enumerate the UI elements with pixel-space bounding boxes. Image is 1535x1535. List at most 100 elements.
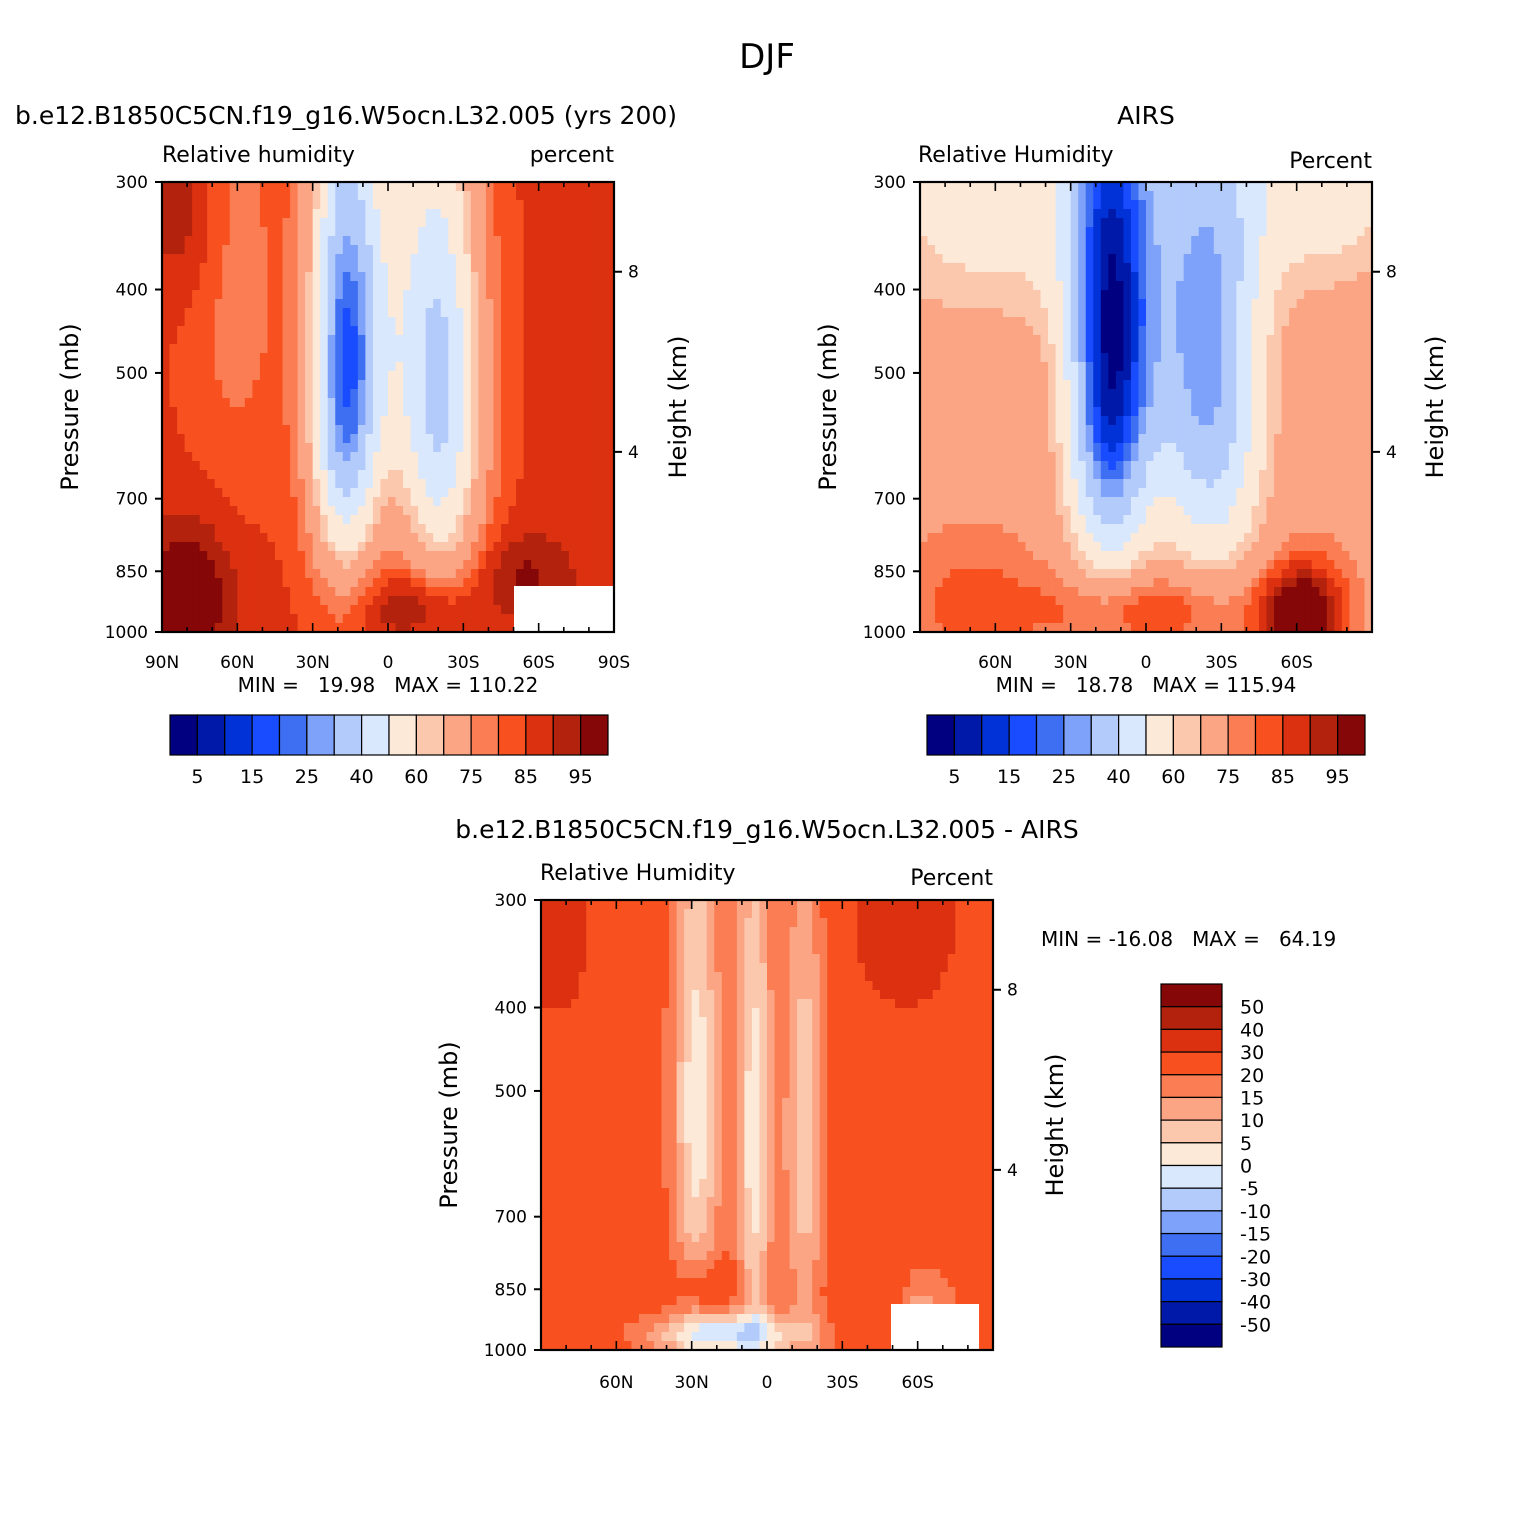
contour-cell	[523, 452, 532, 462]
contour-cell	[568, 488, 577, 498]
contour-cell	[229, 209, 238, 219]
contour-cell	[568, 182, 577, 192]
contour-cell	[1281, 443, 1290, 453]
contour-cell	[1070, 263, 1079, 273]
contour-cell	[395, 191, 404, 201]
contour-cell	[561, 182, 570, 192]
contour-cell	[327, 191, 336, 201]
contour-cell	[1010, 236, 1019, 246]
contour-cell	[350, 605, 359, 615]
contour-cell	[920, 335, 929, 345]
contour-cell	[1055, 407, 1064, 417]
contour-cell	[1010, 281, 1019, 291]
contour-cell	[192, 335, 201, 345]
contour-cell	[1191, 416, 1200, 426]
contour-cell	[177, 488, 186, 498]
contour-cell	[177, 263, 186, 273]
contour-cell	[485, 506, 495, 516]
contour-cell	[290, 470, 299, 480]
contour-cell	[320, 362, 329, 372]
contour-cell	[493, 470, 502, 480]
contour-cell	[177, 434, 186, 444]
contour-cell	[568, 227, 577, 237]
contour-cell	[207, 416, 216, 426]
contour-cell	[342, 380, 351, 390]
contour-cell	[312, 569, 321, 579]
contour-cell	[380, 380, 389, 390]
contour-cell	[523, 200, 532, 210]
contour-cell	[433, 425, 442, 435]
contour-cell	[1364, 263, 1373, 273]
contour-cell	[1168, 281, 1177, 291]
contour-cell	[995, 191, 1004, 201]
contour-cell	[380, 299, 389, 309]
contour-cell	[214, 551, 223, 561]
contour-cell	[177, 389, 186, 399]
contour-cell	[418, 434, 427, 444]
contour-cell	[199, 533, 208, 543]
contour-cell	[1304, 272, 1313, 282]
contour-cell	[1198, 326, 1207, 336]
contour-cell	[591, 497, 600, 507]
contour-cell	[546, 200, 555, 210]
y-tick-label: 300	[116, 173, 148, 193]
contour-cell	[606, 407, 615, 417]
contour-cell	[1206, 407, 1215, 417]
contour-cell	[987, 434, 996, 444]
contour-cell	[576, 263, 585, 273]
contour-cell	[1055, 191, 1064, 201]
contour-cell	[410, 209, 419, 219]
contour-cell	[403, 353, 412, 363]
contour-cell	[395, 452, 404, 462]
contour-cell	[282, 263, 291, 273]
contour-cell	[1161, 353, 1170, 363]
contour-cell	[1010, 254, 1019, 264]
contour-cell	[1033, 326, 1042, 336]
contour-cell	[380, 596, 389, 606]
x-tick-label: 90N	[145, 653, 179, 673]
contour-cell	[440, 245, 449, 255]
contour-cell	[282, 344, 291, 354]
contour-cell	[335, 380, 344, 390]
contour-cell	[995, 335, 1004, 345]
contour-cell	[1153, 425, 1162, 435]
contour-cell	[327, 515, 336, 525]
contour-cell	[162, 344, 171, 354]
contour-cell	[1349, 191, 1358, 201]
contour-cell	[244, 191, 253, 201]
contour-cell	[1334, 362, 1343, 372]
contour-cell	[1123, 371, 1132, 381]
contour-cell	[508, 542, 517, 552]
contour-cell	[568, 389, 577, 399]
contour-cell	[553, 551, 562, 561]
contour-cell	[433, 245, 442, 255]
contour-cell	[312, 182, 321, 192]
contour-cell	[1364, 227, 1373, 237]
contour-cell	[1311, 290, 1320, 300]
contour-cell	[1108, 335, 1117, 345]
contour-cell	[1236, 236, 1245, 246]
contour-cell	[365, 362, 374, 372]
contour-cell	[1311, 182, 1320, 192]
contour-cell	[184, 461, 193, 471]
contour-cell	[1176, 209, 1185, 219]
contour-cell	[1243, 425, 1253, 435]
contour-cell	[980, 452, 989, 462]
contour-cell	[1017, 344, 1027, 354]
contour-cell	[1206, 371, 1215, 381]
contour-cell	[357, 218, 366, 228]
contour-cell	[267, 380, 276, 390]
contour-cell	[516, 344, 525, 354]
contour-cell	[463, 479, 472, 489]
contour-cell	[1183, 434, 1192, 444]
contour-cell	[1266, 317, 1275, 327]
contour-cell	[561, 281, 570, 291]
contour-cell	[1356, 227, 1366, 237]
contour-cell	[327, 470, 336, 480]
contour-cell	[410, 200, 419, 210]
contour-cell	[553, 470, 562, 480]
contour-cell	[546, 389, 555, 399]
contour-cell	[1319, 200, 1328, 210]
contour-cell	[199, 587, 208, 597]
contour-cell	[169, 470, 178, 480]
